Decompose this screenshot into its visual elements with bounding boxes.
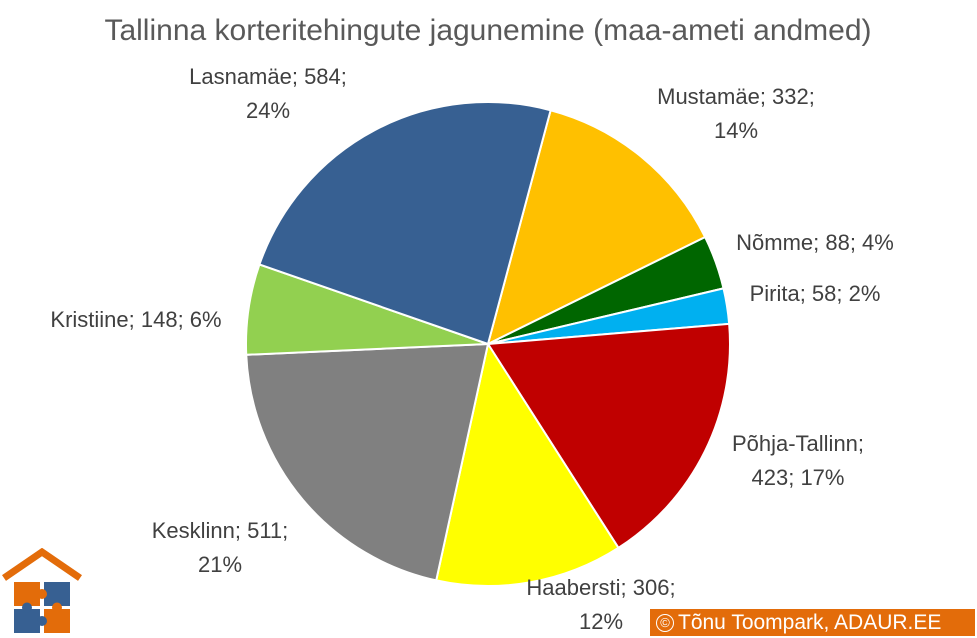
data-label: Põhja-Tallinn; 423; 17%	[732, 431, 864, 490]
data-label: Pirita; 58; 2%	[750, 281, 881, 306]
data-label: Mustamäe; 332; 14%	[657, 84, 815, 143]
data-label: Haabersti; 306; 12%	[526, 575, 675, 634]
copyright-icon: ©	[656, 614, 674, 632]
chart-title: Tallinna korteritehingute jagunemine (ma…	[104, 14, 871, 47]
data-label: Lasnamäe; 584; 24%	[189, 64, 347, 123]
credit-badge: © Tõnu Toompark, ADAUR.EE	[650, 609, 975, 636]
pie-slices	[244, 101, 731, 587]
pie-slice-põhja-tallinn	[486, 322, 731, 550]
data-label: Kristiine; 148; 6%	[50, 307, 221, 332]
data-label: Nõmme; 88; 4%	[736, 230, 894, 255]
pie-slice-haabersti	[435, 341, 620, 587]
pie-slice-kesklinn	[245, 342, 490, 582]
data-label: Kesklinn; 511; 21%	[152, 518, 289, 577]
house-puzzle-icon	[2, 548, 82, 633]
pie-slice-lasnamäe	[258, 101, 552, 346]
pie-slice-mustamäe	[486, 109, 707, 346]
credit-text: Tõnu Toompark, ADAUR.EE	[678, 611, 942, 634]
pie-labels: Mustamäe; 332; 14% Nõmme; 88; 4% Pirita; 58…	[50, 64, 893, 634]
